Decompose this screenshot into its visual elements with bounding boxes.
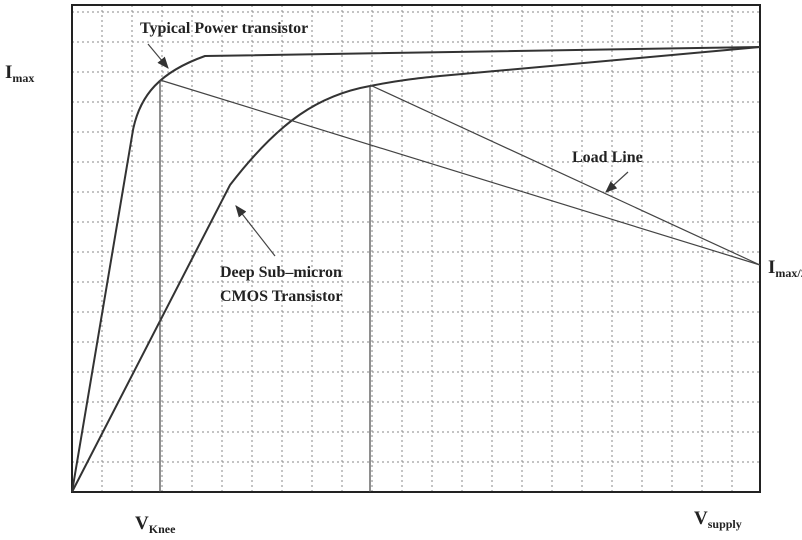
axis-label: Vsupply <box>694 508 742 531</box>
plot-frame <box>71 4 761 493</box>
label: Deep Sub–micron <box>220 264 342 281</box>
arrow <box>235 205 276 257</box>
arrow <box>605 171 629 193</box>
grid <box>72 5 760 492</box>
axis-label: VKnee <box>135 513 176 536</box>
load-line <box>159 79 761 266</box>
cmos-curve <box>71 46 761 493</box>
power-transistor-curve <box>71 46 761 493</box>
load-line <box>369 84 761 266</box>
axis-label: Imax <box>5 62 34 85</box>
label: CMOS Transistor <box>220 288 343 305</box>
label: Typical Power transistor <box>140 20 308 37</box>
arrow <box>147 43 169 69</box>
axis-label: Imax/2 <box>768 257 802 280</box>
label: Load Line <box>572 149 643 166</box>
